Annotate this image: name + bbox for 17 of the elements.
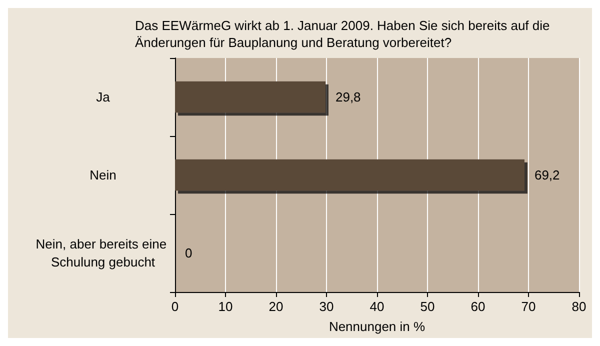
x-tick-label: 30 <box>319 299 334 314</box>
x-tick-label: 50 <box>420 299 435 314</box>
x-tick-label: 20 <box>268 299 284 314</box>
x-tick-label: 80 <box>572 299 586 314</box>
x-tick-label: 10 <box>218 299 233 314</box>
data-label: 0 <box>185 246 192 260</box>
y-tick-label: Nein, aber bereits eine Schulung gebucht <box>36 236 170 270</box>
x-tick-label: 40 <box>370 299 384 314</box>
x-tick-label: 60 <box>470 299 486 314</box>
data-label: 69,2 <box>534 168 560 182</box>
x-axis-title: Nennungen in % <box>328 319 426 334</box>
data-label: 29,8 <box>335 90 361 104</box>
y-tick-label: Ja <box>96 90 111 104</box>
chart-title: Das EEWärmeG wirkt ab 1. Januar 2009. Haben Sie sich bereits auf die Änderungen für Bauplanung und Beratung vorbereitet? <box>135 18 554 50</box>
y-tick-label: Nein <box>90 168 116 182</box>
x-tick-label: 70 <box>521 299 536 314</box>
x-tick-label: 0 <box>171 299 179 314</box>
